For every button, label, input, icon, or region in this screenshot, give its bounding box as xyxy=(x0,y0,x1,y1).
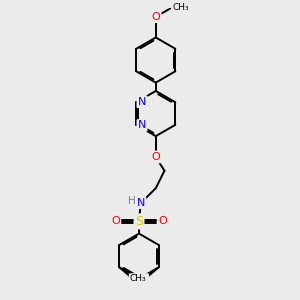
Text: N: N xyxy=(136,198,145,208)
Text: N: N xyxy=(138,97,146,107)
Text: H: H xyxy=(128,196,136,206)
Text: O: O xyxy=(111,216,120,226)
Text: N: N xyxy=(138,120,146,130)
Text: CH₃: CH₃ xyxy=(131,274,148,284)
Text: O: O xyxy=(152,152,160,162)
Text: CH₃: CH₃ xyxy=(130,274,147,284)
Text: S: S xyxy=(135,215,143,228)
Text: O: O xyxy=(152,12,160,22)
Text: O: O xyxy=(158,216,167,226)
Text: CH₃: CH₃ xyxy=(173,3,190,12)
